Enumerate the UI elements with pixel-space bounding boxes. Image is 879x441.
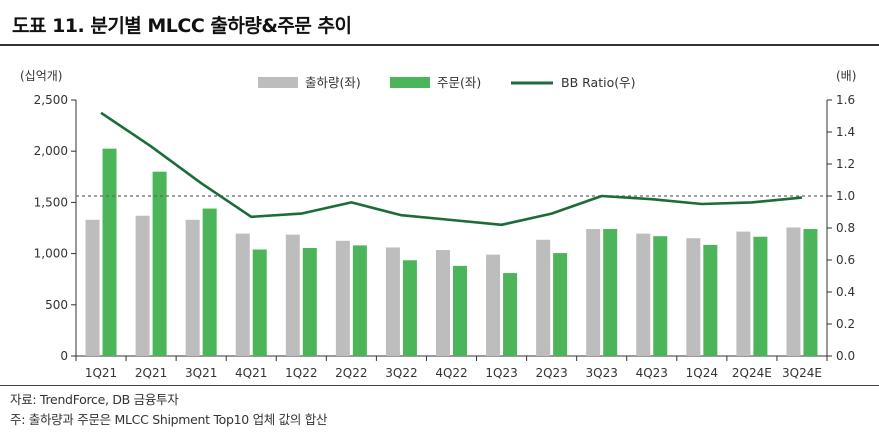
shipment-bar xyxy=(235,233,250,356)
left-tick-label: 2,000 xyxy=(34,144,68,158)
orders-bar xyxy=(603,229,618,356)
orders-bar xyxy=(703,244,718,356)
orders-bar xyxy=(202,208,217,356)
page-title: 도표 11. 분기별 MLCC 출하량&주문 추이 xyxy=(12,15,352,37)
x-tick-label: 3Q21 xyxy=(185,366,217,380)
shipment-bar xyxy=(335,240,350,356)
right-tick-label: 0.8 xyxy=(836,221,855,235)
right-tick-label: 1.4 xyxy=(836,125,855,139)
right-tick-label: 1.2 xyxy=(836,157,855,171)
shipment-bar xyxy=(586,229,601,356)
orders-bar xyxy=(553,253,568,356)
source-note: 자료: TrendForce, DB 금융투자 xyxy=(10,392,179,407)
x-tick-label: 3Q22 xyxy=(385,366,417,380)
footnote: 주: 출하량과 주문은 MLCC Shipment Top10 업체 값의 합산 xyxy=(10,412,328,427)
shipment-bar xyxy=(85,219,100,356)
left-tick-label: 0 xyxy=(60,349,68,363)
right-tick-label: 0.4 xyxy=(836,285,855,299)
orders-bar xyxy=(102,148,117,356)
legend-orders-label: 주문(좌) xyxy=(437,75,481,90)
orders-bar xyxy=(803,229,818,356)
shipment-bar xyxy=(686,238,701,356)
footer-divider xyxy=(0,385,879,386)
right-tick-label: 1.0 xyxy=(836,189,855,203)
legend-bb-label: BB Ratio(우) xyxy=(561,75,635,90)
legend-shipment-swatch xyxy=(258,77,298,88)
orders-bar xyxy=(453,265,467,356)
x-tick-label: 2Q24E xyxy=(732,366,772,380)
orders-bar xyxy=(503,273,518,356)
left-tick-label: 1,000 xyxy=(34,247,68,261)
left-tick-label: 500 xyxy=(45,298,68,312)
shipment-bar xyxy=(536,239,551,356)
shipment-bar xyxy=(486,254,501,356)
x-tick-label: 4Q21 xyxy=(235,366,267,380)
bb-ratio-line xyxy=(100,111,803,227)
legend-orders-swatch xyxy=(390,77,430,88)
orders-bar xyxy=(653,236,668,356)
x-tick-label: 1Q24 xyxy=(686,366,718,380)
orders-bar xyxy=(753,236,768,356)
orders-bar xyxy=(302,247,317,356)
x-tick-label: 2Q21 xyxy=(135,366,167,380)
chart: (십억개) (배) 0 500 1,000 1,500 2,000 2,500 0.0 0.2 0.… xyxy=(20,69,856,380)
left-axis-unit: (십억개) xyxy=(20,69,62,83)
x-tick-label: 3Q24E xyxy=(782,366,822,380)
x-tick-label: 4Q23 xyxy=(636,366,668,380)
right-tick-label: 0.0 xyxy=(836,349,855,363)
right-tick-label: 0.2 xyxy=(836,317,855,331)
x-tick-label: 4Q22 xyxy=(435,366,467,380)
x-tick-label: 2Q22 xyxy=(335,366,367,380)
left-tick-label: 2,500 xyxy=(34,93,68,107)
legend-shipment-label: 출하량(좌) xyxy=(305,75,361,90)
right-tick-label: 1.6 xyxy=(836,93,855,107)
x-tick-label: 1Q21 xyxy=(85,366,117,380)
shipment-bar xyxy=(436,250,450,356)
right-tick-label: 0.6 xyxy=(836,253,855,267)
right-axis-unit: (배) xyxy=(836,69,856,83)
x-tick-label: 1Q23 xyxy=(485,366,517,380)
shipment-bar xyxy=(185,219,200,356)
title-divider xyxy=(0,44,879,46)
shipment-bar xyxy=(135,215,150,356)
orders-bar xyxy=(252,249,267,356)
x-tick-label: 1Q22 xyxy=(285,366,317,380)
orders-bar xyxy=(152,171,167,356)
shipment-bar xyxy=(636,233,651,356)
shipment-bar xyxy=(786,227,801,356)
shipment-bar xyxy=(736,231,751,356)
shipment-bar xyxy=(285,234,300,356)
left-tick-label: 1,500 xyxy=(34,195,68,209)
x-tick-label: 2Q23 xyxy=(535,366,567,380)
x-tick-label: 3Q23 xyxy=(586,366,618,380)
orders-bar xyxy=(352,245,367,356)
orders-bar xyxy=(402,260,417,356)
shipment-bar xyxy=(385,247,400,356)
